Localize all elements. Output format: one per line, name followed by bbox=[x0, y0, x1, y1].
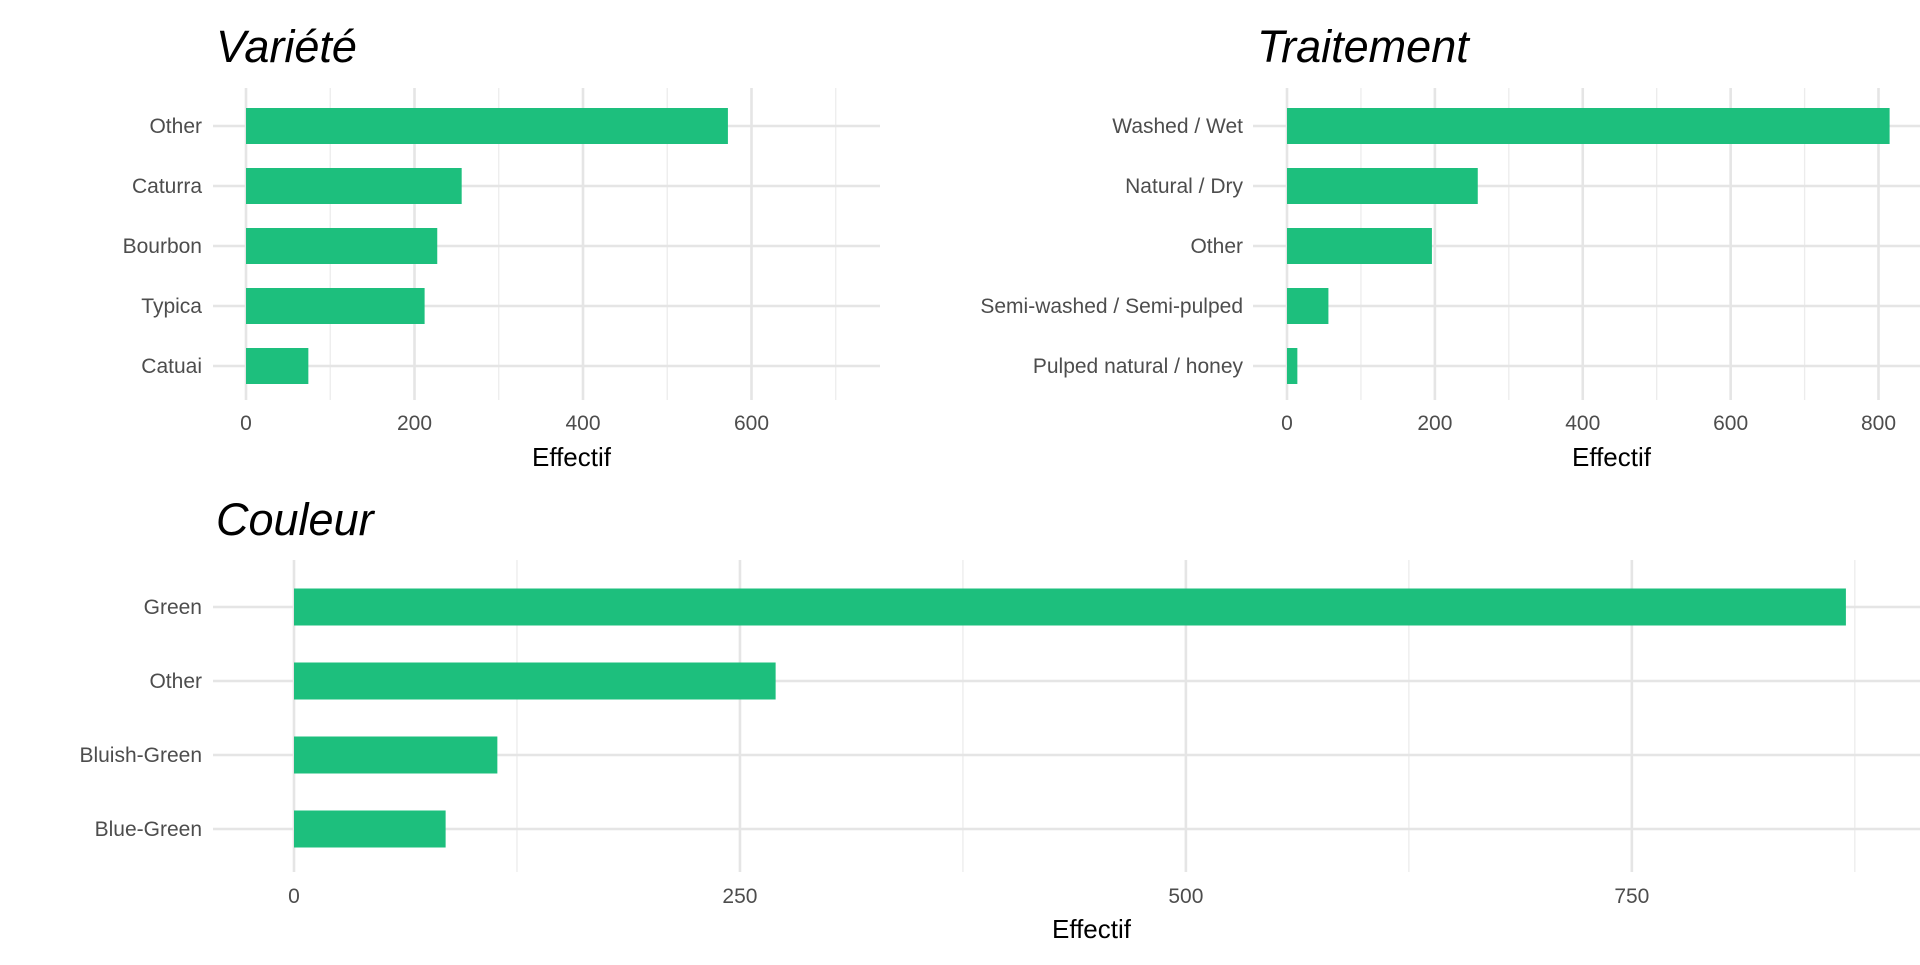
x-tick-label: 200 bbox=[1417, 412, 1452, 435]
category-label: Semi-washed / Semi-pulped bbox=[980, 295, 1243, 318]
x-tick-label: 0 bbox=[288, 885, 300, 908]
x-tick-label: 0 bbox=[240, 412, 252, 435]
bar-other bbox=[294, 662, 776, 700]
x-tick-label: 750 bbox=[1614, 885, 1649, 908]
bar-bluish-green bbox=[294, 736, 498, 774]
category-label: Washed / Wet bbox=[1112, 115, 1243, 138]
bar-other bbox=[1287, 228, 1432, 264]
category-label: Catuai bbox=[141, 355, 202, 378]
chart-variete: Other Caturra Bourbon Typica Catuai 0 200 400 60… bbox=[123, 21, 880, 472]
bar-caturra bbox=[246, 168, 462, 204]
chart-title: Couleur bbox=[216, 494, 376, 545]
category-label: Pulped natural / honey bbox=[1033, 355, 1244, 378]
x-tick-label: 500 bbox=[1168, 885, 1203, 908]
x-tick-label: 0 bbox=[1281, 412, 1293, 435]
category-label: Other bbox=[1190, 235, 1243, 258]
x-tick-label: 250 bbox=[722, 885, 757, 908]
x-tick-label: 200 bbox=[397, 412, 432, 435]
bar-semi-washed-semi-pulped bbox=[1287, 288, 1329, 324]
bar-green bbox=[294, 588, 1846, 626]
bar-pulped-natural-honey bbox=[1287, 348, 1298, 384]
x-tick-label: 800 bbox=[1861, 412, 1896, 435]
x-tick-label: 600 bbox=[734, 412, 769, 435]
category-label: Bluish-Green bbox=[79, 744, 202, 767]
x-tick-label: 400 bbox=[1565, 412, 1600, 435]
x-axis-label: Effectif bbox=[1052, 914, 1132, 944]
category-label: Blue-Green bbox=[95, 818, 202, 841]
x-tick-label: 400 bbox=[565, 412, 600, 435]
bar-washed-wet bbox=[1287, 108, 1890, 144]
category-label: Other bbox=[149, 670, 202, 693]
category-label: Other bbox=[149, 115, 202, 138]
bar-typica bbox=[246, 288, 425, 324]
chart-title: Variété bbox=[216, 21, 357, 72]
category-label: Green bbox=[144, 596, 202, 619]
x-axis-label: Effectif bbox=[532, 442, 612, 472]
bar-catuai bbox=[246, 348, 309, 384]
category-label: Caturra bbox=[132, 175, 202, 198]
category-label: Typica bbox=[141, 295, 202, 318]
bar-blue-green bbox=[294, 810, 446, 848]
bar-bourbon bbox=[246, 228, 438, 264]
chart-title: Traitement bbox=[1257, 21, 1471, 72]
bar-other bbox=[246, 108, 728, 144]
bar-natural-dry bbox=[1287, 168, 1478, 204]
category-label: Bourbon bbox=[123, 235, 202, 258]
x-tick-label: 600 bbox=[1713, 412, 1748, 435]
category-label: Natural / Dry bbox=[1125, 175, 1243, 198]
x-axis-label: Effectif bbox=[1572, 442, 1652, 472]
chart-traitement: Washed / Wet Natural / Dry Other Semi-washe… bbox=[980, 21, 1920, 472]
chart-couleur: Green Other Bluish-Green Blue-Green 0 250 500 7… bbox=[79, 494, 1920, 944]
